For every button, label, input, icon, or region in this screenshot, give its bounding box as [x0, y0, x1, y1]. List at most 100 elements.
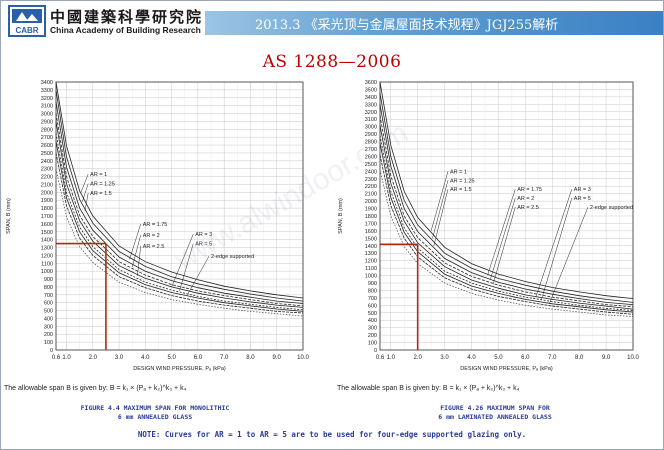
- y-tick-label-22: 2200: [365, 184, 377, 190]
- y-tick-label-28: 2800: [41, 127, 53, 133]
- series-line-3: [379, 115, 634, 308]
- series-label-7: AR = 5: [195, 242, 212, 248]
- y-tick-label-3: 300: [44, 324, 53, 330]
- y-tick-label-23: 2300: [41, 167, 53, 173]
- x-tick-label-5: 5.0: [494, 355, 503, 361]
- series-label-0: AR = 1: [450, 169, 467, 175]
- x-tick-label-8: 8.0: [575, 355, 584, 361]
- y-tick-label-4: 400: [44, 316, 53, 322]
- series-leader-3: [487, 189, 516, 275]
- series-leader-7: [541, 198, 573, 300]
- series-line-1: [379, 93, 634, 303]
- series-label-1: AR = 1.25: [90, 182, 115, 188]
- y-tick-label-17: 1700: [365, 221, 377, 227]
- y-tick-label-1: 100: [368, 341, 377, 347]
- x-tick-label-5: 5.0: [167, 355, 176, 361]
- x-tick-label-4: 4.0: [467, 355, 476, 361]
- series-label-8: 2-edge supported: [211, 254, 254, 260]
- series-line-3: [55, 113, 304, 307]
- series-line-7: [379, 154, 634, 315]
- y-tick-label-13: 1300: [41, 246, 53, 252]
- y-tick-label-2: 200: [368, 333, 377, 339]
- series-label-6: AR = 3: [574, 187, 591, 193]
- y-tick-label-11: 1100: [365, 266, 377, 272]
- y-tick-label-16: 1600: [41, 222, 53, 228]
- series-line-2: [55, 101, 304, 304]
- y-tick-label-34: 3400: [41, 80, 53, 86]
- y-tick-label-18: 1800: [41, 206, 53, 212]
- series-leader-4: [131, 234, 141, 268]
- series-label-3: AR = 1.75: [143, 222, 168, 228]
- series-label-4: AR = 2: [517, 196, 534, 202]
- series-line-8: [379, 169, 634, 317]
- y-tick-label-25: 2500: [41, 151, 53, 157]
- series-label-8: 2-edge supported: [590, 205, 633, 211]
- y-tick-label-0: 0: [374, 348, 377, 354]
- y-tick-label-3: 300: [368, 326, 377, 332]
- series-label-1: AR = 1.25: [450, 178, 475, 184]
- y-tick-label-8: 800: [44, 285, 53, 291]
- series-line-6: [379, 142, 634, 313]
- series-label-4: AR = 2: [143, 233, 160, 239]
- y-tick-label-22: 2200: [41, 175, 53, 181]
- x-tick-label-0: 0.6: [52, 355, 61, 361]
- series-leader-1: [82, 183, 89, 202]
- x-tick-label-8: 8.0: [246, 355, 255, 361]
- series-label-5: AR = 2.5: [517, 205, 539, 211]
- y-tick-label-9: 900: [368, 281, 377, 287]
- y-tick-label-20: 2000: [365, 199, 377, 205]
- y-tick-label-31: 3100: [41, 104, 53, 110]
- y-axis-label: SPAN, B (mm): [338, 198, 344, 234]
- series-line-2: [379, 104, 634, 305]
- y-tick-label-8: 800: [368, 288, 377, 294]
- x-axis-label: DESIGN WIND PRESSURE, Pₐ (kPa): [133, 366, 226, 372]
- cabr-logo-icon: CABR: [8, 5, 46, 37]
- series-leader-8: [187, 256, 210, 295]
- y-tick-label-0: 0: [50, 348, 53, 354]
- logo-text: CABR: [15, 26, 38, 35]
- x-tick-label-6: 6.0: [521, 355, 530, 361]
- series-line-0: [55, 81, 304, 299]
- y-tick-label-27: 2700: [365, 147, 377, 153]
- series-leader-2: [433, 189, 449, 246]
- plot-frame: [379, 81, 634, 351]
- y-tick-label-5: 500: [368, 311, 377, 317]
- series-leader-1: [432, 180, 449, 239]
- caption-right: FIGURE 4.26 MAXIMUM SPAN FOR 6 mm LAMINA…: [375, 404, 615, 422]
- slide-title: AS 1288—2006: [262, 52, 402, 72]
- y-tick-label-15: 1500: [41, 230, 53, 236]
- x-tick-label-4: 4.0: [141, 355, 150, 361]
- series-leader-5: [137, 245, 141, 276]
- plot-frame: [55, 81, 304, 351]
- y-axis-label: SPAN, B (mm): [6, 198, 12, 234]
- y-tick-label-12: 1200: [41, 253, 53, 259]
- y-tick-label-20: 2000: [41, 190, 53, 196]
- x-tick-label-2: 2.0: [89, 355, 98, 361]
- x-tick-label-3: 3.0: [440, 355, 449, 361]
- x-axis-label: DESIGN WIND PRESSURE, Pₐ (kPa): [460, 366, 553, 372]
- series-line-8: [55, 168, 304, 317]
- series-leader-6: [535, 189, 573, 297]
- y-tick-label-33: 3300: [365, 102, 377, 108]
- series-label-0: AR = 1: [90, 172, 107, 178]
- series-label-5: AR = 2.5: [143, 244, 165, 250]
- series-leader-5: [492, 206, 516, 285]
- y-tick-label-32: 3200: [41, 96, 53, 102]
- y-tick-label-33: 3300: [41, 88, 53, 94]
- x-tick-label-3: 3.0: [115, 355, 124, 361]
- series-line-4: [55, 121, 304, 308]
- y-tick-label-10: 1000: [41, 269, 53, 275]
- series-leader-2: [84, 193, 89, 212]
- y-tick-label-11: 1100: [41, 261, 53, 267]
- y-tick-label-29: 2900: [365, 132, 377, 138]
- caption-right-line1: FIGURE 4.26 MAXIMUM SPAN FOR: [440, 404, 550, 412]
- y-tick-label-7: 700: [368, 296, 377, 302]
- title-banner: 2013.3 《采光顶与金属屋面技术规程》JGJ255解析: [205, 11, 664, 35]
- y-tick-label-19: 1900: [365, 207, 377, 213]
- y-tick-label-5: 500: [44, 309, 53, 315]
- y-tick-label-15: 1500: [365, 236, 377, 242]
- y-tick-label-24: 2400: [41, 159, 53, 165]
- y-tick-label-13: 1300: [365, 251, 377, 257]
- series-label-2: AR = 1.5: [450, 187, 472, 193]
